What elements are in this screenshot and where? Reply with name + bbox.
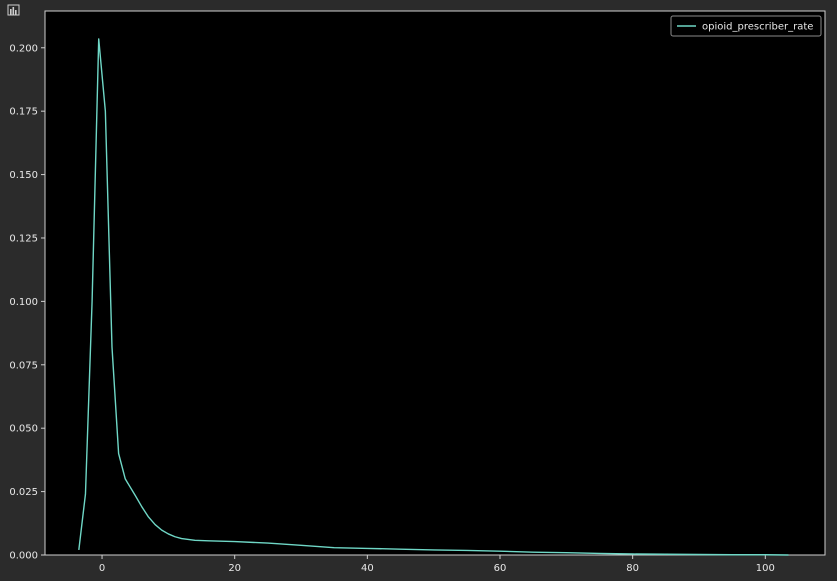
y-tick-label: 0.200 — [9, 43, 38, 54]
series-layer — [78, 38, 789, 556]
x-tick-label: 60 — [494, 563, 507, 574]
legend: opioid_prescriber_rate — [670, 15, 822, 37]
y-tick-label: 0.000 — [9, 551, 38, 562]
x-tick-label: 20 — [228, 563, 241, 574]
x-tick-label: 0 — [99, 563, 105, 574]
y-tick-label: 0.025 — [9, 487, 38, 498]
x-tick-label: 40 — [361, 563, 374, 574]
legend-label: opioid_prescriber_rate — [702, 22, 813, 33]
x-tick-label: 80 — [626, 563, 639, 574]
y-tick-label: 0.175 — [9, 107, 38, 118]
y-tick-label: 0.150 — [9, 170, 38, 181]
y-tick-label: 0.075 — [9, 360, 38, 371]
y-tick-label: 0.100 — [9, 297, 38, 308]
axes: 0 20 40 60 80 100 0.000 0.025 0.050 0.075 0.100 0.1… — [9, 43, 774, 574]
x-tick-label: 100 — [756, 563, 775, 574]
legend-box — [670, 15, 822, 37]
plot-area — [44, 10, 826, 556]
y-tick-label: 0.125 — [9, 233, 38, 244]
series-line-opioid_prescriber_rate — [78, 38, 789, 556]
bar-chart-icon[interactable] — [7, 4, 20, 16]
y-tick-label: 0.050 — [9, 424, 38, 435]
